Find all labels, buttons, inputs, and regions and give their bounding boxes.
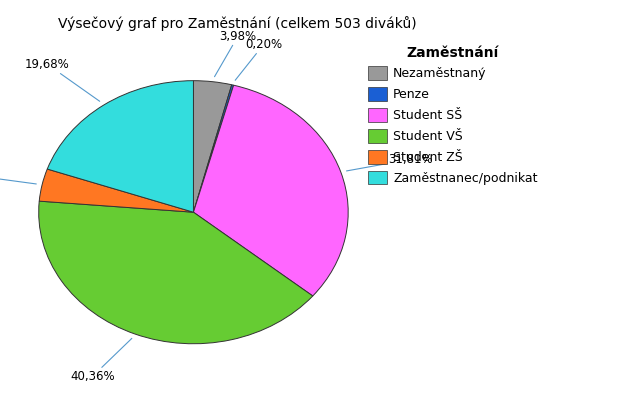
Text: 3,98%: 3,98% <box>0 168 36 184</box>
Wedge shape <box>39 169 193 212</box>
Text: 31,81%: 31,81% <box>346 153 432 171</box>
Text: 3,98%: 3,98% <box>215 29 256 77</box>
Wedge shape <box>193 85 348 296</box>
Legend: Nezaměstnaný, Penze, Student SŠ, Student VŠ, Student ZŠ, Zaměstnanec/podnikat: Nezaměstnaný, Penze, Student SŠ, Student… <box>368 46 538 185</box>
Text: 40,36%: 40,36% <box>70 338 132 383</box>
Wedge shape <box>193 81 232 212</box>
Text: 0,20%: 0,20% <box>235 38 282 80</box>
Text: 19,68%: 19,68% <box>25 58 100 101</box>
Wedge shape <box>47 81 193 212</box>
Text: Výsečový graf pro Zaměstnání (celkem 503 diváků): Výsečový graf pro Zaměstnání (celkem 503… <box>58 16 416 31</box>
Wedge shape <box>39 201 313 344</box>
Wedge shape <box>193 85 233 212</box>
